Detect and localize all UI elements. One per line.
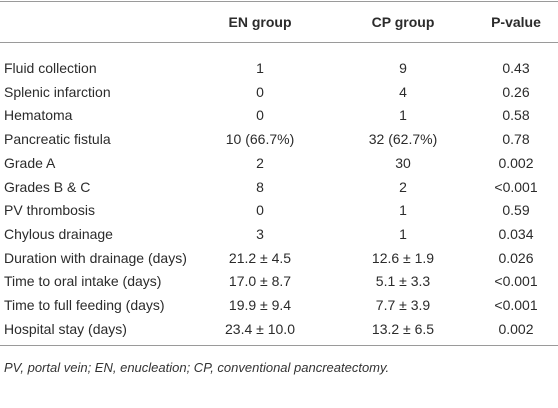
table-cell: 12.6 ± 1.9 [371,249,435,266]
table-cell: 1 [256,60,264,76]
table-cell: 0.26 [502,83,530,100]
table-cell: 19.9 ± 9.4 [228,297,292,313]
row-label: Hospital stay (days) [4,320,127,337]
table-cell: 21.2 ± 4.5 [228,249,292,266]
top-rule [0,1,558,2]
table-cell: 1 [399,107,407,124]
row-label: Pancreatic fistula [4,131,111,148]
table-cell: 7.7 ± 3.9 [375,297,431,313]
header-rule [0,42,558,43]
header-cell: EN group [228,14,292,30]
table-cell: 0.002 [498,154,534,171]
table-cell: 4 [399,83,407,100]
footnote: PV, portal vein; EN, enucleation; CP, co… [4,360,390,375]
table-cell: 10 (66.7%) [225,131,295,148]
table-cell: 3 [256,225,264,242]
row-label: Splenic infarction [4,83,111,100]
table-cell: 17.0 ± 8.7 [228,273,292,290]
table-cell: 0 [256,202,264,219]
table-cell: 8 [256,178,264,195]
table-cell: 0.59 [502,202,530,219]
bottom-rule [0,345,558,346]
row-label: Fluid collection [4,60,97,76]
row-label: Grade A [4,154,56,171]
row-label: Hematoma [4,107,73,124]
table-cell: 13.2 ± 6.5 [371,320,435,337]
header-cell: P-value [491,14,541,30]
table-cell: 23.4 ± 10.0 [225,320,295,337]
header-cell: CP group [371,14,435,30]
table-cell: 32 (62.7%) [368,131,438,148]
table-cell: 2 [399,178,407,195]
table-cell: 0 [256,83,264,100]
row-label: Grades B & C [4,178,91,195]
table-cell: <0.001 [494,178,538,195]
table-cell: 0.002 [498,320,534,337]
table-cell: <0.001 [494,273,538,290]
row-label: Time to full feeding (days) [4,297,165,313]
table-cell: 0.58 [502,107,530,124]
row-label: Time to oral intake (days) [4,273,162,290]
table-cell: 2 [256,154,264,171]
row-label: Chylous drainage [4,225,113,242]
table-cell: <0.001 [494,297,538,313]
row-label: Duration with drainage (days) [4,249,187,266]
row-label: PV thrombosis [4,202,96,219]
table-cell: 0.43 [502,60,530,76]
table-cell: 5.1 ± 3.3 [375,273,431,290]
table-cell: 1 [399,202,407,219]
table-cell: 30 [395,154,411,171]
table-cell: 0.026 [498,249,534,266]
table-cell: 0.78 [502,131,530,148]
table-cell: 1 [399,225,407,242]
table-cell: 0 [256,107,264,124]
table-cell: 0.034 [498,225,534,242]
table-cell: 9 [399,60,407,76]
